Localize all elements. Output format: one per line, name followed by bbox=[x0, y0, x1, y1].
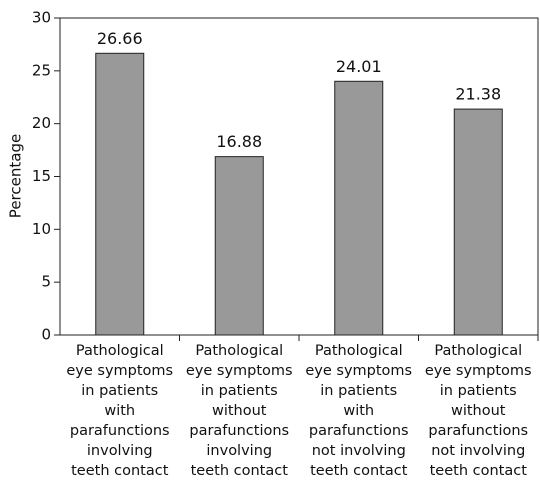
y-axis-label: Percentage bbox=[7, 134, 25, 218]
bar bbox=[214, 156, 264, 336]
x-tick-label: Pathological eye symptoms in patients wi… bbox=[185, 343, 293, 479]
y-tick-label: 20 bbox=[32, 114, 51, 132]
x-tick-label: Pathological eye symptoms in patients wi… bbox=[305, 343, 413, 479]
value-label: 24.01 bbox=[336, 57, 382, 76]
y-tick-label: 30 bbox=[32, 9, 51, 27]
y-tick-label: 0 bbox=[41, 326, 51, 344]
bar bbox=[334, 80, 384, 336]
x-tick-label: Pathological eye symptoms in patients wi… bbox=[424, 343, 532, 479]
y-tick-label: 25 bbox=[32, 61, 51, 79]
value-label: 16.88 bbox=[216, 132, 262, 151]
y-tick-label: 15 bbox=[32, 167, 51, 185]
value-label: 21.38 bbox=[455, 85, 501, 104]
bar bbox=[95, 52, 145, 336]
value-label: 26.66 bbox=[97, 29, 143, 48]
y-tick-label: 10 bbox=[32, 220, 51, 238]
bar bbox=[453, 108, 503, 336]
y-tick-label: 5 bbox=[41, 273, 51, 291]
x-tick-label: Pathological eye symptoms in patients wi… bbox=[66, 343, 174, 479]
